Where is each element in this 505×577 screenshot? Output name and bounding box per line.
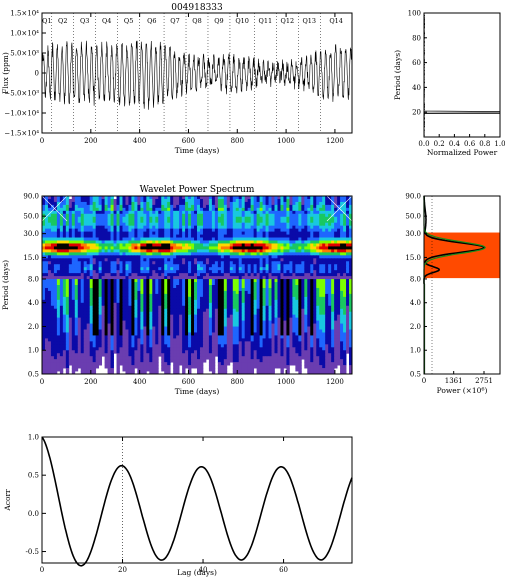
periodogram-xtick-label: 0.2 <box>434 140 445 148</box>
acf-xtick-label: 20 <box>118 566 127 574</box>
acf-xtick-label: 40 <box>199 566 208 574</box>
global-wavelet-frame <box>423 195 501 375</box>
wavelet-ytick-label: 90.0 <box>23 193 39 201</box>
quarter-label: Q2 <box>58 17 67 25</box>
lightcurve-ylabel: Flux (ppm) <box>1 52 10 94</box>
global-wavelet-ytick-label: 1.0 <box>410 347 421 355</box>
periodogram-ytick-label: 40 <box>412 84 421 92</box>
wavelet-xtick-label: 1000 <box>277 378 295 386</box>
acf-ytick-label: 1.0 <box>28 434 39 442</box>
lightcurve-ytick-label: 1.5×10⁴ <box>10 10 39 18</box>
global-wavelet-ytick-label: 15.0 <box>405 254 421 262</box>
periodogram-xtick-label: 0.8 <box>479 140 490 148</box>
quarter-label: Q3 <box>80 17 89 25</box>
quarter-label: Q12 <box>281 17 295 25</box>
periodogram-xtick-label: 0.6 <box>464 140 476 148</box>
periodogram-ytick-label: 100 <box>408 10 421 18</box>
lightcurve-xtick-label: 1200 <box>326 137 344 145</box>
wavelet-ytick-label: 15.0 <box>23 254 39 262</box>
periodogram-ytick-label: 20 <box>412 109 421 117</box>
acf-frame <box>41 436 353 564</box>
wavelet-heatmap <box>42 196 352 374</box>
global-wavelet-xtick-label: 2751 <box>475 377 493 385</box>
wavelet-ytick-label: 50.0 <box>23 213 39 221</box>
wavelet-ytick-label: 30.0 <box>23 230 39 238</box>
acf-ytick-label: 0.5 <box>28 472 39 480</box>
global-wavelet-fit <box>423 196 486 374</box>
wavelet-ytick-label: 1.0 <box>28 347 39 355</box>
quarter-label: Q10 <box>235 17 249 25</box>
global-wavelet-ytick-label: 50.0 <box>405 213 421 221</box>
wavelet-frame <box>41 195 353 375</box>
lightcurve-xtick-label: 1000 <box>277 137 295 145</box>
lightcurve-ytick-label: 5.0×10³ <box>10 50 39 58</box>
periodogram-ytick-label: 80 <box>412 34 421 42</box>
global-wavelet-ytick-label: 2.0 <box>410 323 421 331</box>
acf-xtick-label: 0 <box>40 566 44 574</box>
lightcurve-xtick-label: 0 <box>40 137 44 145</box>
lightcurve-series <box>41 40 353 110</box>
acf-ytick-label: 0.0 <box>28 510 39 518</box>
wavelet-xtick-label: 800 <box>231 378 244 386</box>
quarter-label: Q13 <box>302 17 316 25</box>
wavelet-ytick-label: 2.0 <box>28 323 39 331</box>
periodogram-xlabel: Normalized Power <box>427 148 498 157</box>
lightcurve-ytick-label: 0 <box>35 70 39 78</box>
periodogram-frame <box>423 12 501 138</box>
wavelet-xtick-label: 400 <box>133 378 146 386</box>
lightcurve-xtick-label: 400 <box>133 137 146 145</box>
lightcurve-ytick-label: −5.0×10³ <box>4 90 39 98</box>
global-wavelet-ytick-label: 30.0 <box>405 230 421 238</box>
wavelet-ytick-label: 4.0 <box>28 299 39 307</box>
quarter-label: Q4 <box>102 17 111 25</box>
global-wavelet-ytick-label: 4.0 <box>410 299 421 307</box>
quarter-label: Q11 <box>259 17 273 25</box>
wavelet-coi <box>42 196 68 222</box>
lightcurve-xlabel: Time (days) <box>175 146 220 155</box>
quarter-label: Q5 <box>124 17 133 25</box>
periodogram-xtick-label: 0.0 <box>418 140 429 148</box>
lightcurve-title: 004918333 <box>171 3 223 13</box>
wavelet-coi <box>326 196 352 222</box>
wavelet-xlabel: Time (days) <box>175 387 220 396</box>
acf-ytick-label: -0.5 <box>26 548 40 556</box>
periodogram-series <box>423 12 501 136</box>
quarter-label: Q9 <box>214 17 223 25</box>
global-wavelet-xlabel: Power (×10⁶) <box>437 386 488 395</box>
global-wavelet-ytick-label: 90.0 <box>405 193 421 201</box>
wavelet-ytick-label: 8.0 <box>28 275 39 283</box>
wavelet-xtick-label: 1200 <box>326 378 344 386</box>
lightcurve-ytick-label: −1.5×10⁴ <box>4 130 39 138</box>
global-wavelet-xtick-label: 0 <box>422 377 426 385</box>
global-wavelet-ytick-label: 8.0 <box>410 275 421 283</box>
lightcurve-xtick-label: 200 <box>84 137 97 145</box>
periodogram-xtick-label: 1.0 <box>494 140 505 148</box>
quarter-label: Q8 <box>192 17 201 25</box>
acf-xtick-label: 60 <box>279 566 288 574</box>
lightcurve-ytick-label: 1.0×10⁴ <box>10 30 39 38</box>
lightcurve-ytick-label: −1.0×10⁴ <box>4 110 39 118</box>
wavelet-xtick-label: 0 <box>40 378 44 386</box>
wavelet-title: Wavelet Power Spectrum <box>140 185 255 195</box>
periodogram-ytick-label: 60 <box>412 59 421 67</box>
wavelet-xtick-label: 600 <box>182 378 195 386</box>
acf-xlabel: Lag (days) <box>177 568 217 577</box>
wavelet-ytick-label: 0.5 <box>28 371 39 379</box>
quarter-label: Q7 <box>170 17 179 25</box>
periodogram-xtick-label: 0.4 <box>449 140 461 148</box>
periodogram-ylabel: Period (days) <box>393 50 402 100</box>
global-wavelet-series <box>423 196 486 374</box>
lightcurve-xtick-label: 800 <box>231 137 244 145</box>
quarter-label: Q1 <box>42 17 51 25</box>
wavelet-xtick-label: 200 <box>84 378 97 386</box>
quarter-label: Q14 <box>329 17 343 25</box>
wavelet-ylabel: Period (days) <box>1 260 10 310</box>
global-wavelet-xtick-label: 1361 <box>445 377 463 385</box>
acf-ylabel: Acorr <box>3 489 12 512</box>
acf-series <box>41 436 353 567</box>
global-wavelet-ytick-label: 0.5 <box>410 371 421 379</box>
lightcurve-xtick-label: 600 <box>182 137 195 145</box>
quarter-label: Q6 <box>147 17 156 25</box>
